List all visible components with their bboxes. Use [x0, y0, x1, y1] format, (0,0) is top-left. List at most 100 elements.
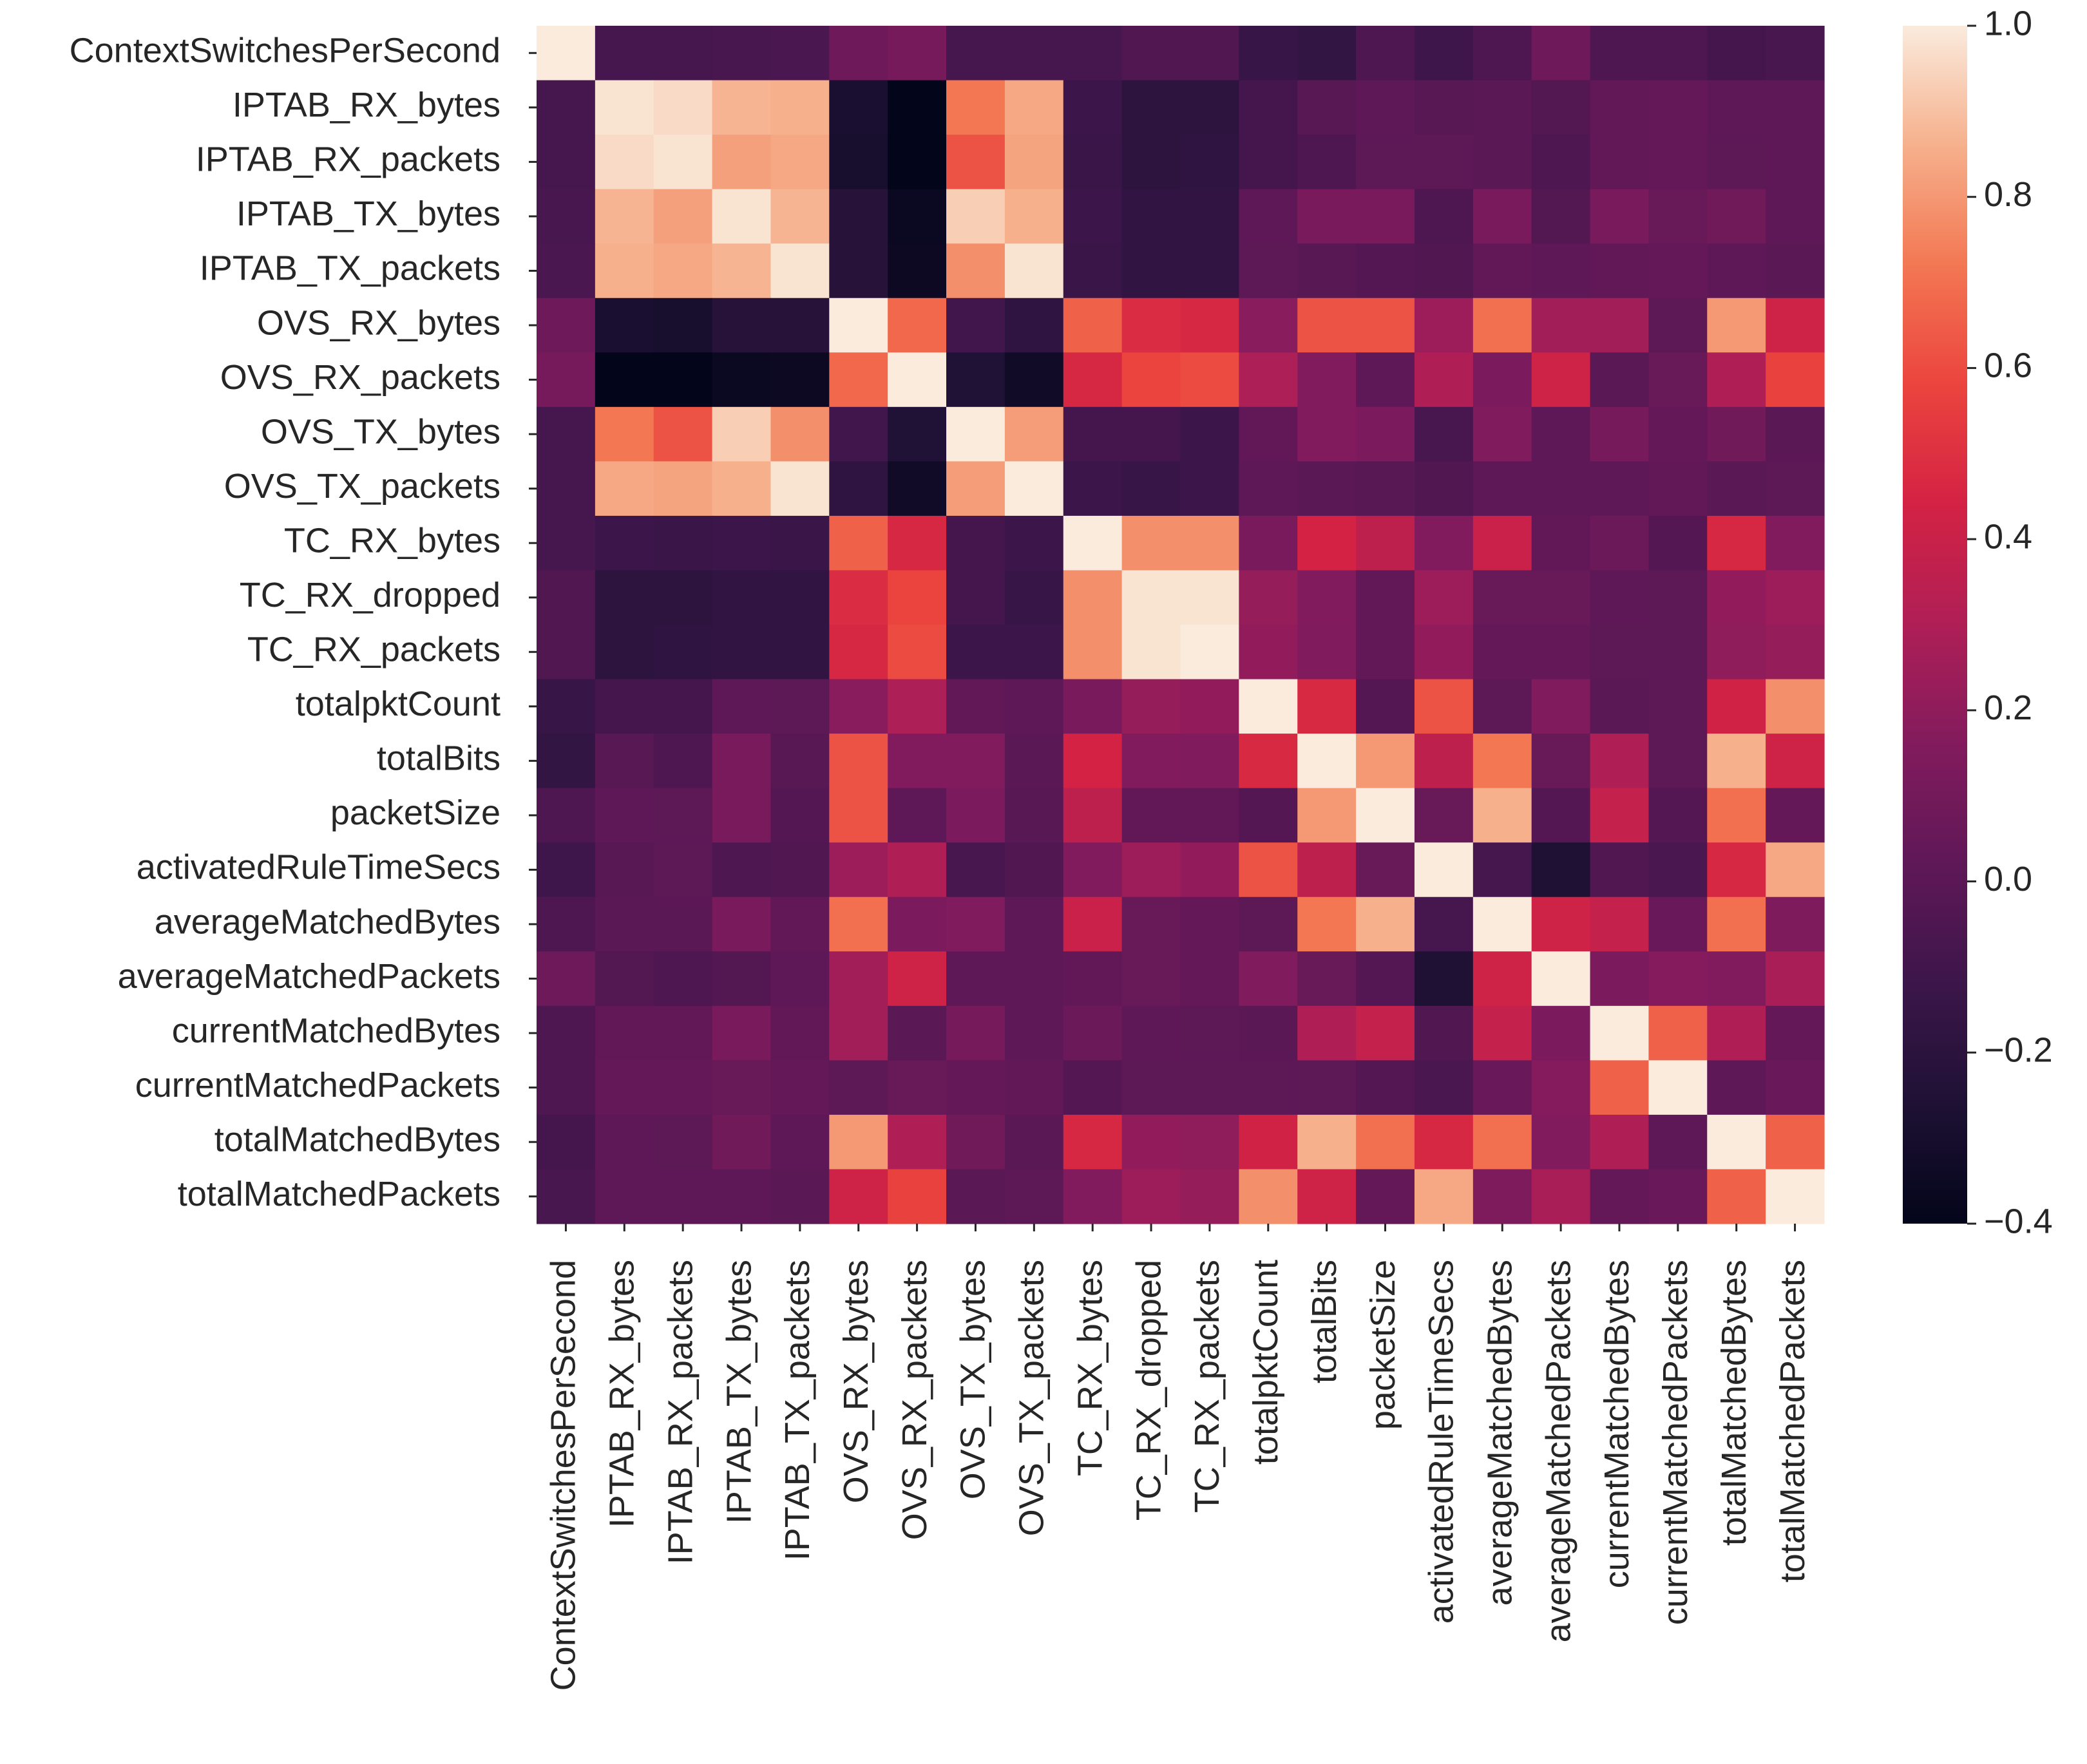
- heatmap-cell-9-19: [1648, 515, 1708, 571]
- heatmap-cells: [537, 26, 1825, 1224]
- heatmap-cell-8-7: [946, 461, 1005, 517]
- heatmap-cell-13-14: [1356, 734, 1415, 789]
- heatmap-cell-1-4: [770, 80, 830, 135]
- heatmap-cell-10-9: [1063, 570, 1123, 625]
- heatmap-cell-9-11: [1180, 515, 1239, 571]
- heatmap-cell-20-6: [888, 1114, 947, 1170]
- heatmap-cell-21-20: [1707, 1169, 1766, 1224]
- colorbar: 1.0 0.8 0.6 0.4 0.2 0.0 −0.2 −0.4: [1903, 4, 2053, 1240]
- heatmap-cell-18-4: [770, 1005, 830, 1061]
- heatmap-cell-14-17: [1531, 788, 1591, 843]
- heatmap-cell-13-10: [1121, 734, 1181, 789]
- heatmap-cell-5-19: [1648, 298, 1708, 353]
- heatmap-cell-16-9: [1063, 896, 1123, 952]
- heatmap-cell-8-21: [1766, 461, 1825, 517]
- heatmap-cell-10-13: [1297, 570, 1357, 625]
- heatmap-cell-13-0: [537, 734, 596, 789]
- heatmap-cell-17-20: [1707, 951, 1766, 1007]
- heatmap-cell-17-15: [1414, 951, 1474, 1007]
- heatmap-cell-8-10: [1121, 461, 1181, 517]
- heatmap-cell-11-3: [712, 625, 772, 680]
- heatmap-cell-2-20: [1707, 135, 1766, 190]
- heatmap-cell-18-3: [712, 1005, 772, 1061]
- heatmap-cell-21-2: [653, 1169, 713, 1224]
- heatmap-cell-0-3: [712, 26, 772, 81]
- heatmap-cell-17-19: [1648, 951, 1708, 1007]
- heatmap-cell-3-20: [1707, 189, 1766, 244]
- heatmap-cell-6-15: [1414, 352, 1474, 408]
- heatmap-cell-16-11: [1180, 896, 1239, 952]
- heatmap-cell-10-2: [653, 570, 713, 625]
- heatmap-cell-4-15: [1414, 243, 1474, 299]
- heatmap-cell-2-19: [1648, 135, 1708, 190]
- heatmap-cell-16-2: [653, 896, 713, 952]
- heatmap-cell-12-11: [1180, 679, 1239, 734]
- heatmap-cell-0-12: [1239, 26, 1298, 81]
- heatmap-cell-6-4: [770, 352, 830, 408]
- heatmap-cell-20-10: [1121, 1114, 1181, 1170]
- heatmap-cell-5-12: [1239, 298, 1298, 353]
- heatmap-cell-18-12: [1239, 1005, 1298, 1061]
- heatmap-cell-11-12: [1239, 625, 1298, 680]
- heatmap-cell-12-12: [1239, 679, 1298, 734]
- heatmap-cell-11-21: [1766, 625, 1825, 680]
- heatmap-cell-5-17: [1531, 298, 1591, 353]
- heatmap-cell-7-20: [1707, 406, 1766, 462]
- heatmap-cell-14-8: [1004, 788, 1064, 843]
- heatmap-cell-13-17: [1531, 734, 1591, 789]
- heatmap-cell-16-8: [1004, 896, 1064, 952]
- heatmap-cell-18-8: [1004, 1005, 1064, 1061]
- heatmap-cell-16-12: [1239, 896, 1298, 952]
- heatmap-cell-10-8: [1004, 570, 1064, 625]
- heatmap-cell-8-6: [888, 461, 947, 517]
- heatmap-cell-16-18: [1590, 896, 1650, 952]
- x-tick-label: OVS_TX_packets: [1013, 1260, 1051, 1536]
- x-tick-label: IPTAB_TX_packets: [778, 1260, 817, 1560]
- heatmap-cell-9-4: [770, 515, 830, 571]
- heatmap-cell-12-8: [1004, 679, 1064, 734]
- heatmap-cell-9-7: [946, 515, 1005, 571]
- heatmap-cell-9-12: [1239, 515, 1298, 571]
- heatmap-cell-14-15: [1414, 788, 1474, 843]
- heatmap-cell-20-7: [946, 1114, 1005, 1170]
- heatmap-cell-0-16: [1472, 26, 1532, 81]
- heatmap-cell-1-0: [537, 80, 596, 135]
- heatmap-cell-5-3: [712, 298, 772, 353]
- heatmap-cell-7-4: [770, 406, 830, 462]
- heatmap-cell-9-3: [712, 515, 772, 571]
- heatmap-cell-10-11: [1180, 570, 1239, 625]
- heatmap-cell-7-18: [1590, 406, 1650, 462]
- colorbar-tick-label: 0.8: [1984, 175, 2032, 214]
- heatmap-cell-19-20: [1707, 1060, 1766, 1115]
- heatmap-cell-16-17: [1531, 896, 1591, 952]
- y-tick-label: currentMatchedBytes: [172, 1011, 500, 1050]
- heatmap-cell-17-9: [1063, 951, 1123, 1007]
- x-axis-labels: ContextSwitchesPerSecond IPTAB_RX_bytes IP…: [544, 1224, 1812, 1691]
- heatmap-cell-17-11: [1180, 951, 1239, 1007]
- heatmap-cell-1-18: [1590, 80, 1650, 135]
- heatmap-cell-13-8: [1004, 734, 1064, 789]
- heatmap-cell-16-13: [1297, 896, 1357, 952]
- heatmap-cell-6-19: [1648, 352, 1708, 408]
- heatmap-cell-0-10: [1121, 26, 1181, 81]
- heatmap-cell-5-15: [1414, 298, 1474, 353]
- heatmap-cell-4-11: [1180, 243, 1239, 299]
- heatmap-cell-18-10: [1121, 1005, 1181, 1061]
- heatmap-cell-4-12: [1239, 243, 1298, 299]
- y-tick-label: ContextSwitchesPerSecond: [70, 32, 500, 70]
- heatmap-cell-0-11: [1180, 26, 1239, 81]
- heatmap-cell-14-18: [1590, 788, 1650, 843]
- heatmap-cell-6-2: [653, 352, 713, 408]
- y-tick-label: averageMatchedBytes: [155, 902, 500, 941]
- heatmap-cell-1-12: [1239, 80, 1298, 135]
- heatmap-cell-6-7: [946, 352, 1005, 408]
- heatmap-cell-3-2: [653, 189, 713, 244]
- heatmap-cell-18-18: [1590, 1005, 1650, 1061]
- heatmap-cell-18-6: [888, 1005, 947, 1061]
- heatmap-cell-8-15: [1414, 461, 1474, 517]
- y-tick-label: averageMatchedPackets: [118, 957, 500, 996]
- heatmap-cell-1-1: [595, 80, 654, 135]
- heatmap-cell-5-1: [595, 298, 654, 353]
- heatmap-cell-11-18: [1590, 625, 1650, 680]
- heatmap-cell-8-18: [1590, 461, 1650, 517]
